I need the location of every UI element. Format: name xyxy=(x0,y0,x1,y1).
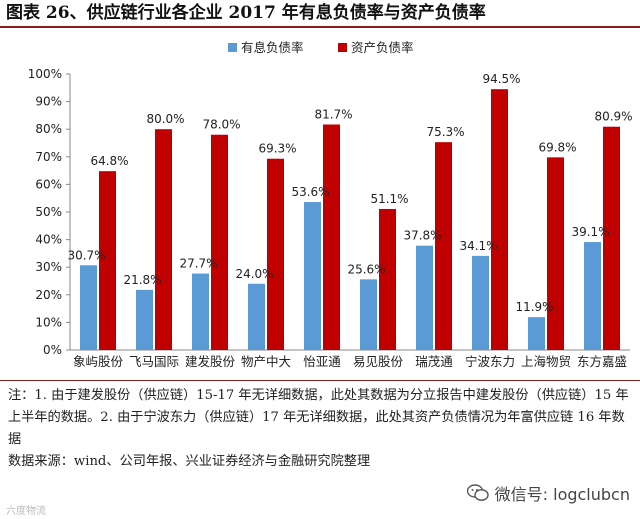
legend-swatch xyxy=(228,43,237,52)
data-label: 81.7% xyxy=(314,108,352,122)
bars xyxy=(80,89,620,351)
bar-interest-debt xyxy=(360,279,377,350)
bar-asset-liability xyxy=(435,142,452,350)
data-label: 11.9% xyxy=(515,300,553,314)
data-label: 51.1% xyxy=(370,192,408,206)
bar-asset-liability xyxy=(323,124,340,351)
axes: 0% 10% 20% 30% 40% 50% 60% 70% 80% 90% 100% xyxy=(28,67,630,357)
data-label: 30.7% xyxy=(67,248,105,262)
bar-asset-liability xyxy=(155,129,172,350)
y-tick-label: 50% xyxy=(35,205,62,219)
x-tick-label: 怡亚通 xyxy=(303,354,341,369)
x-tick-label: 飞马国际 xyxy=(129,354,179,369)
data-label: 21.8% xyxy=(123,273,161,287)
y-tick-label: 20% xyxy=(35,288,62,302)
watermark: 六度物流 xyxy=(6,506,46,517)
y-tick-label: 30% xyxy=(35,260,62,274)
bar-asset-liability xyxy=(99,171,116,350)
wechat-label: 微信号: logclubcn xyxy=(494,485,630,504)
y-tick-label: 60% xyxy=(35,177,62,191)
note-text: 注：1. 由于建发股份（供应链）15-17 年无详细数据，此处其数据为分立报告中… xyxy=(8,388,629,447)
data-label: 80.9% xyxy=(594,110,632,124)
bar-interest-debt xyxy=(472,255,489,350)
data-label: 37.8% xyxy=(403,229,441,243)
data-label: 34.1% xyxy=(459,239,497,253)
x-tick-label: 上海物贸 xyxy=(521,354,571,369)
y-tick-label: 70% xyxy=(35,150,62,164)
chart-svg: 有息负债率 资产负债率 0% 10% 20% 30% 40% 50% 60% 70% 80% 90%… xyxy=(28,40,633,369)
category-labels: 象屿股份 飞马国际 建发股份 物产中大 怡亚通 易见股份 瑞茂通 宁波东力 上海物贸 东方嘉盛 xyxy=(73,354,627,369)
wechat-badge: 微信号: logclubcn xyxy=(466,481,630,505)
bar-interest-debt xyxy=(80,265,97,350)
data-labels: 30.7% 64.8% 21.8% 80.0% 27.7% 78.0% 24.0% 69.3%… xyxy=(67,72,632,314)
data-label: 24.0% xyxy=(235,267,273,281)
bar-asset-liability xyxy=(211,134,228,350)
bar-chart: 有息负债率 资产负债率 0% 10% 20% 30% 40% 50% 60% 70% 80% 90%… xyxy=(0,32,640,377)
x-tick-label: 象屿股份 xyxy=(73,354,124,369)
chart-title: 图表 26、供应链行业各企业 2017 年有息负债率与资产负债率 xyxy=(0,0,640,28)
bar-interest-debt xyxy=(136,289,153,350)
x-tick-label: 物产中大 xyxy=(241,354,291,369)
data-label: 69.3% xyxy=(258,142,296,156)
bar-asset-liability xyxy=(379,208,396,350)
bar-interest-debt xyxy=(528,317,545,350)
y-tick-label: 10% xyxy=(35,315,62,329)
bar-interest-debt xyxy=(192,273,209,350)
source-text: 数据来源：wind、公司年报、兴业证券经济与金融研究院整理 xyxy=(8,454,371,469)
data-label: 78.0% xyxy=(202,118,240,132)
bar-interest-debt xyxy=(304,202,321,350)
bar-asset-liability xyxy=(547,157,564,350)
y-tick-label: 0% xyxy=(43,343,62,357)
x-tick-label: 易见股份 xyxy=(353,354,404,369)
wechat-icon xyxy=(466,484,489,502)
x-tick-label: 瑞茂通 xyxy=(415,354,453,369)
y-tick-label: 40% xyxy=(35,233,62,247)
bar-interest-debt xyxy=(416,245,433,350)
data-label: 39.1% xyxy=(571,225,609,239)
bar-interest-debt xyxy=(248,283,265,350)
bar-asset-liability xyxy=(267,158,284,350)
data-label: 94.5% xyxy=(482,72,520,86)
y-tick-label: 100% xyxy=(28,67,62,81)
data-label: 64.8% xyxy=(90,154,128,168)
y-tick-label: 80% xyxy=(35,122,62,136)
data-label: 53.6% xyxy=(291,185,329,199)
data-label: 80.0% xyxy=(146,112,184,126)
y-tick-label: 90% xyxy=(35,95,62,109)
x-tick-label: 宁波东力 xyxy=(465,354,515,369)
data-label: 27.7% xyxy=(179,257,217,271)
x-tick-label: 建发股份 xyxy=(185,354,236,369)
bar-asset-liability xyxy=(491,89,508,351)
x-tick-label: 东方嘉盛 xyxy=(577,354,627,369)
legend-swatch xyxy=(338,43,347,52)
legend-label: 资产负债率 xyxy=(351,40,414,55)
legend: 有息负债率 资产负债率 xyxy=(228,40,414,55)
data-label: 25.6% xyxy=(347,262,385,276)
footnotes: 注：1. 由于建发股份（供应链）15-17 年无详细数据，此处其数据为分立报告中… xyxy=(0,380,640,519)
bar-interest-debt xyxy=(584,242,601,350)
bar-asset-liability xyxy=(603,126,620,350)
data-label: 75.3% xyxy=(426,125,464,139)
data-label: 69.8% xyxy=(538,140,576,154)
legend-label: 有息负债率 xyxy=(241,40,304,55)
